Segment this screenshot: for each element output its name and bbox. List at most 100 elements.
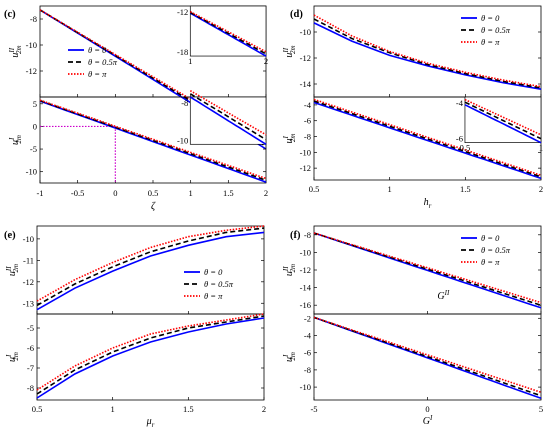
panel-label: (d) bbox=[290, 9, 303, 20]
legend: θ = 0 θ = 0.5π θ = π bbox=[461, 13, 511, 47]
y-tick-label: -12 bbox=[300, 265, 311, 275]
x-tick-label: 2 bbox=[264, 188, 268, 198]
inset-series-line bbox=[189, 93, 267, 141]
legend-label: θ = 0 bbox=[481, 233, 500, 243]
annotation-label: GII bbox=[437, 289, 450, 302]
series-line bbox=[313, 232, 542, 306]
x-axis-label: GI bbox=[423, 414, 433, 427]
legend-label: θ = 0.5π bbox=[204, 279, 234, 289]
panel-2: (e) -10 -11 -12 -13 uII2m -5 -6 -7 -8 uI2m 0.5 1 1.5 2… bbox=[4, 225, 266, 428]
inset-series-line bbox=[189, 10, 267, 53]
y-tick-label: -4 bbox=[304, 100, 312, 110]
inset-y-tick-label: -4 bbox=[456, 98, 464, 108]
axes-frame bbox=[36, 225, 265, 315]
series-line bbox=[313, 101, 542, 180]
x-tick-label: 0 bbox=[425, 404, 429, 414]
inset-series-line bbox=[189, 96, 267, 145]
series-line bbox=[36, 315, 265, 395]
legend-label: θ = π bbox=[204, 291, 223, 301]
inset-series-line bbox=[189, 12, 267, 57]
y-tick-label: -5 bbox=[30, 144, 37, 154]
y-tick-label: -8 bbox=[304, 132, 311, 142]
x-tick-label: 1.5 bbox=[223, 188, 234, 198]
y-tick-label: -7 bbox=[27, 363, 34, 373]
legend: θ = 0 θ = 0.5π θ = π bbox=[68, 45, 118, 79]
inset-x-tick-label: 1 bbox=[188, 56, 192, 66]
y-tick-label: -11 bbox=[23, 255, 34, 265]
x-tick-label: 5 bbox=[539, 404, 543, 414]
legend-label: θ = 0 bbox=[204, 267, 223, 277]
legend-label: θ = π bbox=[481, 257, 500, 267]
y-tick-label: -12 bbox=[23, 277, 34, 287]
inset: -4 -60.5 1 bbox=[456, 96, 543, 153]
y-tick-label: -10 bbox=[300, 147, 311, 157]
subplot-lower: -2 -4 -6 -8 -10 uI2m bbox=[282, 313, 542, 401]
panel-3: (f) -8-10-12-14-16uII2mGII-2-4-6-8-10uI2m… bbox=[282, 225, 543, 427]
y-tick-label: -12 bbox=[300, 163, 311, 173]
y-tick-label: -8 bbox=[27, 383, 34, 393]
inset-series-line bbox=[189, 11, 267, 55]
y-axis-label: uI2m bbox=[282, 352, 297, 362]
panel-label: (f) bbox=[290, 230, 301, 241]
inset-series-line bbox=[464, 98, 542, 136]
inset: -8 -10 bbox=[177, 90, 267, 145]
subplot-upper: -8 -10 -12 -14 -16 uII2m GII bbox=[282, 225, 542, 315]
x-tick-label: 1.5 bbox=[183, 404, 194, 414]
series-line bbox=[313, 316, 542, 394]
series-line bbox=[313, 98, 542, 177]
x-tick-label: -0.5 bbox=[71, 188, 84, 198]
subplot-lower: 5 0 -5 -10 uI2m -8 -10 bbox=[8, 90, 267, 184]
y-axis-label: uI2m bbox=[5, 352, 20, 362]
y-tick-label: -12 bbox=[26, 66, 37, 76]
x-tick-label: 0.5 bbox=[309, 184, 320, 194]
inset-series-line bbox=[189, 90, 267, 136]
inset-y-tick-label: -10 bbox=[177, 135, 188, 145]
y-tick-label: -10 bbox=[300, 382, 311, 392]
series-line bbox=[313, 14, 542, 88]
x-tick-label: 1 bbox=[388, 184, 392, 194]
y-tick-label: -6 bbox=[304, 116, 311, 126]
panel-label: (e) bbox=[4, 230, 16, 241]
x-tick-label: 0.5 bbox=[32, 404, 43, 414]
inset-series-line bbox=[464, 101, 542, 140]
y-tick-label: -10 bbox=[26, 40, 37, 50]
y-axis-label: uI2m bbox=[282, 134, 297, 144]
inset-y-tick-label: -6 bbox=[456, 134, 463, 144]
inset: -12 -181 2 bbox=[177, 5, 268, 66]
x-axis-label: ζ bbox=[151, 201, 156, 212]
series-line bbox=[313, 22, 542, 90]
x-tick-label: 2 bbox=[539, 184, 543, 194]
x-tick-label: 0 bbox=[113, 188, 117, 198]
series-line bbox=[313, 232, 542, 309]
inset-x-tick-label: 1 bbox=[539, 143, 543, 153]
series-line bbox=[36, 227, 265, 307]
inset-y-tick-label: -18 bbox=[177, 47, 188, 57]
inset-y-tick-label: -8 bbox=[181, 98, 188, 108]
y-tick-label: -14 bbox=[300, 283, 312, 293]
inset-x-tick-label: 2 bbox=[264, 56, 268, 66]
y-tick-label: -4 bbox=[304, 331, 312, 341]
y-tick-label: 0 bbox=[33, 121, 37, 131]
y-tick-label: -10 bbox=[300, 247, 311, 257]
panel-label: (c) bbox=[4, 9, 16, 20]
x-tick-label: 1 bbox=[189, 188, 193, 198]
y-axis-label: uII2m bbox=[282, 45, 297, 57]
legend: θ = 0 θ = 0.5π θ = π bbox=[461, 233, 511, 267]
x-axis-label: μr bbox=[146, 416, 155, 428]
y-tick-label: -6 bbox=[27, 343, 34, 353]
y-tick-label: -8 bbox=[304, 365, 311, 375]
y-tick-label: -14 bbox=[300, 79, 312, 89]
y-tick-label: -12 bbox=[300, 53, 311, 63]
x-tick-label: 0.5 bbox=[148, 188, 159, 198]
axes-frame bbox=[36, 313, 265, 401]
y-tick-label: -10 bbox=[26, 167, 37, 177]
legend-label: θ = 0 bbox=[88, 45, 107, 55]
x-tick-label: 1.5 bbox=[460, 184, 471, 194]
y-axis-label: uII2m bbox=[5, 264, 20, 276]
y-tick-label: -13 bbox=[23, 298, 34, 308]
panel-1: (d)-10-12-14uII2m-4-6-8-10-12uI2m-4-60.5… bbox=[282, 5, 543, 210]
x-tick-label: -1 bbox=[36, 188, 43, 198]
y-axis-label: uII2m bbox=[282, 264, 297, 276]
y-tick-label: -8 bbox=[304, 230, 311, 240]
